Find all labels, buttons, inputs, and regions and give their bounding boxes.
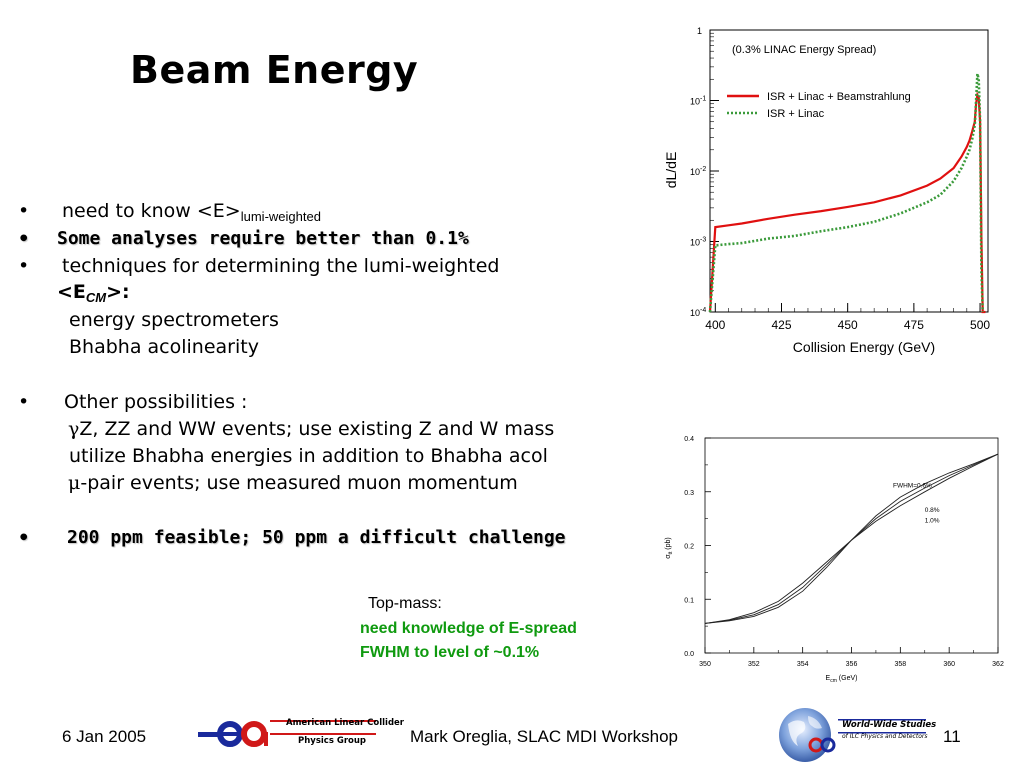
y-tick-label: 10-2 [690,166,706,177]
series-line-beamstrahlung [708,91,986,314]
bullet-better-than: Some analyses require better than 0.1% [57,228,469,249]
x-tick-label: 352 [748,661,760,668]
alcpg-line1: American Linear Collider [286,718,404,728]
bullet-glyph: • [18,200,30,222]
bullet-text: need to know <E> [62,200,241,222]
wws-logo: World-Wide Studies of ILC Physics and De… [778,706,936,764]
y-tick-label: 0.4 [684,436,694,443]
y-axis-label: dL/dE [663,152,679,189]
top-threshold-chart: 0.0 0.1 0.2 0.3 0.4 350 352 354 356 358 360 362 Ecm … [665,436,1004,684]
x-tick-label: 350 [699,661,711,668]
ecm-open: <E [57,281,86,303]
sub-item-spectrometers: energy spectrometers [69,309,279,331]
bullet-200ppm: 200 ppm feasible; 50 ppm a difficult cha… [67,527,566,548]
y-axis-label: σtt (pb) [665,537,674,559]
globe-icon [779,708,926,762]
bullet-glyph: • [18,391,30,413]
x-tick-label: 400 [705,318,725,332]
subscript: CM [85,290,107,305]
sub-item-text: -pair events; use measured muon momentum [80,472,518,494]
bullet-glyph: • [18,255,30,277]
series-line [704,453,999,624]
gamma-symbol: γ [68,418,80,440]
y-tick-label: 0.0 [684,651,694,658]
x-tick-label: 354 [797,661,809,668]
luminosity-spectrum-chart: 10-4 10-3 10-2 10-1 1 400 425 450 475 500 Collisio… [663,26,990,355]
x-tick-label: 450 [838,318,858,332]
bullet-other-possibilities: Other possibilities : [64,391,248,413]
wws-line2: of ILC Physics and Detectors [842,733,928,740]
annotation-label: 1.0% [925,517,940,524]
x-tick-label: 360 [943,661,955,668]
subscript: lumi-weighted [240,209,321,224]
plot-frame [709,29,989,313]
legend-label: ISR + Linac + Beamstrahlung [767,91,911,103]
footer-center: Mark Oreglia, SLAC MDI Workshop [410,727,678,746]
footer-date: 6 Jan 2005 [62,727,147,746]
x-tick-label: 356 [846,661,858,668]
alcpg-logo: American Linear Collider Physics Group [198,716,404,752]
sub-item-gamma-z: γZ, ZZ and WW events; use existing Z and… [68,418,554,440]
legend-label: ISR + Linac [767,108,825,120]
x-tick-label: 358 [894,661,906,668]
chart-title: (0.3% LINAC Energy Spread) [732,44,876,56]
alcpg-line2: Physics Group [298,736,366,746]
bullet-techniques: techniques for determining the lumi-weig… [62,255,500,277]
y-tick-label: 0.1 [684,597,694,604]
series-line [704,453,999,624]
bullet-need-to-know: need to know <E>lumi-weighted [62,200,321,224]
bullet-glyph: • [18,527,30,549]
x-axis-label: Collision Energy (GeV) [793,339,935,355]
sub-item-text: Z, ZZ and WW events; use existing Z and … [79,418,555,440]
alcpg-logo-graphic [198,720,376,747]
x-tick-label: 362 [992,661,1004,668]
series-line-linac [708,73,984,313]
series-line [704,453,999,624]
bullet-glyph: • [18,228,30,250]
y-tick-label: 0.2 [684,544,694,551]
sub-item-muon: μ-pair events; use measured muon momentu… [68,472,518,494]
annotation-label: 0.8% [925,507,940,514]
x-tick-label: 500 [970,318,990,332]
y-tick-label: 10-3 [690,237,706,248]
x-axis-label: Ecm (GeV) [826,675,858,684]
slide-title: Beam Energy [130,48,419,92]
y-tick-label: 0.3 [684,490,694,497]
mu-symbol: μ [68,472,81,494]
bullet-ecm: <ECM>: [57,281,130,305]
sub-item-acolinearity: Bhabha acolinearity [69,336,259,358]
topmass-line2: FWHM to level of ~0.1% [360,644,540,661]
sub-item-bhabha: utilize Bhabha energies in addition to B… [69,445,548,467]
x-tick-label: 475 [904,318,924,332]
plot-frame [704,437,999,654]
y-tick-label: 10-1 [690,96,706,107]
y-tick-label: 1 [697,26,702,36]
y-tick-label: 10-4 [690,307,706,318]
topmass-label: Top-mass: [368,595,442,612]
annotation-label: FWHM=0.6% [893,482,932,489]
x-tick-label: 425 [771,318,791,332]
page-number: 11 [943,727,961,746]
ecm-close: >: [106,281,130,303]
wws-line1: World-Wide Studies [842,720,937,730]
topmass-line1: need knowledge of E-spread [360,620,577,637]
